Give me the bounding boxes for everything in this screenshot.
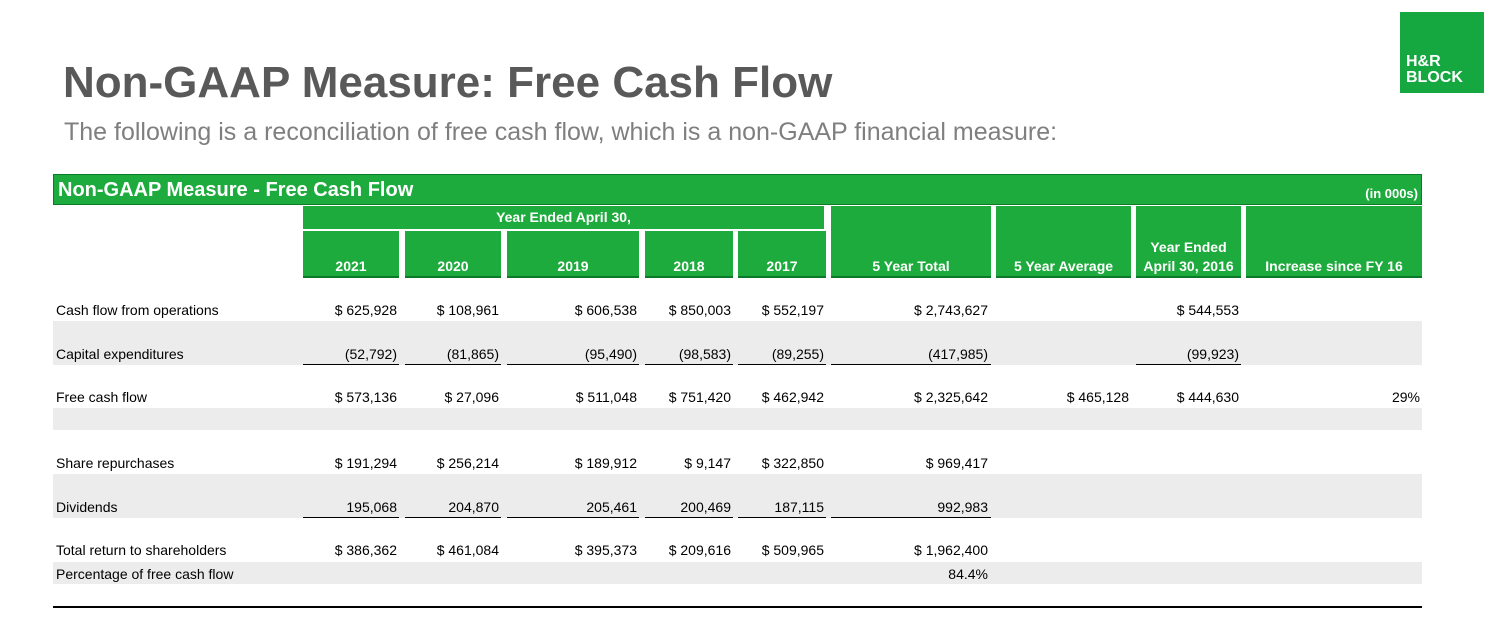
table-cell: $ 509,965 xyxy=(761,542,824,558)
subtotal-rule xyxy=(831,364,991,365)
column-label: 5 Year Average xyxy=(1013,258,1114,274)
column-label-line-2: April 30, 2016 xyxy=(1143,258,1234,274)
row-label-cash-flow-from-operations: Cash flow from operations xyxy=(56,302,219,318)
row-band xyxy=(53,562,1422,584)
column-header-2021: 2021 xyxy=(303,231,399,278)
table-banner xyxy=(53,174,1422,205)
table-cell: $ 751,420 xyxy=(668,389,731,405)
table-cell: 204,870 xyxy=(448,499,499,515)
table-cell: $ 322,850 xyxy=(761,455,824,471)
column-header-2020: 2020 xyxy=(405,231,501,278)
table-cell: $ 256,214 xyxy=(436,455,499,471)
column-header-5-year-average: 5 Year Average xyxy=(996,206,1131,278)
table-cell: $ 573,136 xyxy=(334,389,397,405)
subtotal-rule xyxy=(645,364,733,365)
row-label-dividends: Dividends xyxy=(56,499,118,515)
row-band xyxy=(53,321,1422,365)
column-label: 2019 xyxy=(557,258,589,274)
table-cell: 29% xyxy=(1391,389,1420,405)
hr-block-logo: H&R BLOCK xyxy=(1400,12,1484,93)
table-cell: $ 850,003 xyxy=(668,302,731,318)
table-cell: $ 1,962,400 xyxy=(914,542,988,558)
row-band xyxy=(53,474,1422,518)
column-label: 2020 xyxy=(437,258,469,274)
table-cell: $ 552,197 xyxy=(761,302,824,318)
table-cell: $ 969,417 xyxy=(925,455,988,471)
table-cell: (89,255) xyxy=(771,346,824,362)
table-cell: $ 386,362 xyxy=(334,542,397,558)
subtotal-rule xyxy=(831,517,991,518)
subtotal-rule xyxy=(507,517,639,518)
column-label: 2018 xyxy=(673,258,705,274)
table-cell: $ 606,538 xyxy=(574,302,637,318)
table-cell: (417,985) xyxy=(928,346,988,362)
logo-line-1: H&R xyxy=(1406,53,1441,70)
subtotal-rule xyxy=(405,517,501,518)
table-cell: 992,983 xyxy=(937,499,988,515)
table-cell: (98,583) xyxy=(678,346,731,362)
subtotal-rule xyxy=(405,364,501,365)
column-header-increase: Increase since FY 16 xyxy=(1246,206,1422,278)
table-cell: (95,490) xyxy=(584,346,637,362)
table-cell: 84.4% xyxy=(948,566,988,582)
subtotal-rule xyxy=(738,517,826,518)
subtotal-rule xyxy=(738,364,826,365)
table-title: Non-GAAP Measure - Free Cash Flow xyxy=(58,179,414,201)
subtotal-rule xyxy=(303,517,399,518)
row-label-total-return: Total return to shareholders xyxy=(56,542,227,558)
column-label-line-1: Year Ended xyxy=(1150,239,1227,255)
table-cell: $ 395,373 xyxy=(574,542,637,558)
row-band xyxy=(53,408,1422,430)
table-cell: 187,115 xyxy=(774,499,824,515)
bottom-rule xyxy=(53,606,1422,608)
table-cell: $ 444,630 xyxy=(1176,389,1239,405)
table-cell: $ 9,147 xyxy=(684,455,731,471)
page-subtitle: The following is a reconciliation of fre… xyxy=(64,118,1058,146)
table-cell: $ 465,128 xyxy=(1066,389,1129,405)
table-cell: $ 2,325,642 xyxy=(914,389,988,405)
table-cell: $ 108,961 xyxy=(436,302,499,318)
table-cell: 205,461 xyxy=(586,499,637,515)
column-label: 2017 xyxy=(766,258,798,274)
table-cell: (81,865) xyxy=(446,346,499,362)
column-header-fy2016: Year Ended April 30, 2016 xyxy=(1136,206,1241,278)
subtotal-rule xyxy=(303,364,399,365)
table-cell: $ 209,616 xyxy=(668,542,731,558)
table-cell: $ 2,743,627 xyxy=(914,302,988,318)
subtotal-rule xyxy=(645,517,733,518)
column-header-2017: 2017 xyxy=(738,231,826,278)
table-cell: (99,923) xyxy=(1186,346,1239,362)
page-title: Non-GAAP Measure: Free Cash Flow xyxy=(63,58,833,107)
row-label-percentage-of-fcf: Percentage of free cash flow xyxy=(56,566,234,582)
column-label: 5 Year Total xyxy=(872,258,950,274)
table-cell: $ 462,942 xyxy=(761,389,824,405)
row-label-capital-expenditures: Capital expenditures xyxy=(56,346,184,362)
table-cell: $ 191,294 xyxy=(334,455,397,471)
table-cell: $ 461,084 xyxy=(436,542,499,558)
table-cell: $ 189,912 xyxy=(574,455,637,471)
column-header-5-year-total: 5 Year Total xyxy=(831,206,991,278)
group-header: Year Ended April 30, xyxy=(303,206,824,229)
logo-line-2: BLOCK xyxy=(1406,69,1463,86)
column-header-2019: 2019 xyxy=(507,231,639,278)
table-cell: (52,792) xyxy=(344,346,397,362)
subtotal-rule xyxy=(1136,364,1241,365)
subtotal-rule xyxy=(507,364,639,365)
table-cell: $ 511,048 xyxy=(575,389,637,405)
row-label-share-repurchases: Share repurchases xyxy=(56,455,175,471)
column-label: 2021 xyxy=(335,258,367,274)
table-cell: 195,068 xyxy=(346,499,397,515)
column-header-2018: 2018 xyxy=(645,231,733,278)
table-cell: $ 625,928 xyxy=(334,302,397,318)
row-label-free-cash-flow: Free cash flow xyxy=(56,389,148,405)
table-cell: 200,469 xyxy=(680,499,731,515)
table-units: (in 000s) xyxy=(1365,186,1418,201)
table-cell: $ 544,553 xyxy=(1176,302,1239,318)
column-label: Increase since FY 16 xyxy=(1265,258,1403,274)
group-header-label: Year Ended April 30, xyxy=(496,209,631,225)
table-cell: $ 27,096 xyxy=(444,389,500,405)
